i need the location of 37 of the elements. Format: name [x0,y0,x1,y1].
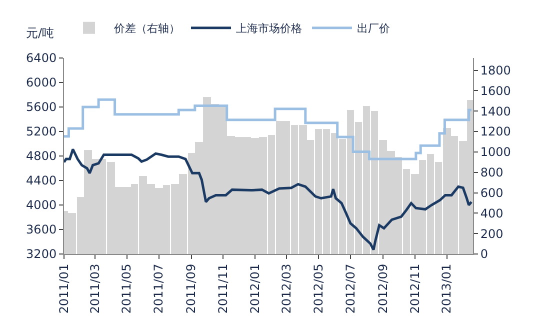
legend-label: 出厂价 [357,22,390,36]
y-tick-label: 5600 [26,100,57,114]
legend-label: 价差（右轴） [113,22,180,36]
y2-tick-label: 0 [480,247,488,262]
y2-tick-label: 1000 [480,145,511,160]
x-tick-label: 2011/07 [152,264,166,314]
x-tick-label: 2011/05 [120,264,134,314]
y-tick-label: 6000 [26,76,57,90]
y2-tick-label: 600 [480,186,504,200]
x-tick-label: 2011/03 [88,264,102,314]
y-tick-label: 4400 [26,174,57,188]
x-tick-label: 2012/01 [248,264,262,314]
x-tick-label: 2011/01 [56,264,71,314]
x-tick-label: 2011/09 [184,264,198,314]
y-tick-label: 3200 [26,247,57,262]
y-tick-label: 4000 [26,198,57,212]
x-tick-label: 2012/11 [408,264,422,314]
x-tick-label: 2013/01 [440,264,454,314]
x-tick-label: 2012/05 [311,264,326,314]
line-series [64,148,473,251]
y2-tick-label: 800 [480,166,504,180]
y2-tick-label: 1600 [480,84,511,98]
y2-tick-label: 1400 [480,104,511,118]
x-tick-label: 2012/03 [279,264,294,314]
y-tick-label: 5200 [26,124,57,139]
y-tick-label: 3600 [26,222,57,237]
x-tick-label: 2012/09 [376,264,390,314]
y-axis-title: 元/吨 [26,26,54,40]
x-tick-label: 2012/07 [343,264,358,314]
y2-tick-label: 1800 [480,63,511,78]
y2-tick-label: 200 [480,226,504,241]
y-tick-label: 4800 [26,149,57,164]
y-tick-label: 6400 [26,51,57,66]
x-tick-label: 2011/11 [216,264,230,314]
y2-tick-label: 400 [480,206,504,220]
y2-tick-label: 1200 [480,124,511,139]
legend-label: 上海市场价格 [236,22,302,36]
